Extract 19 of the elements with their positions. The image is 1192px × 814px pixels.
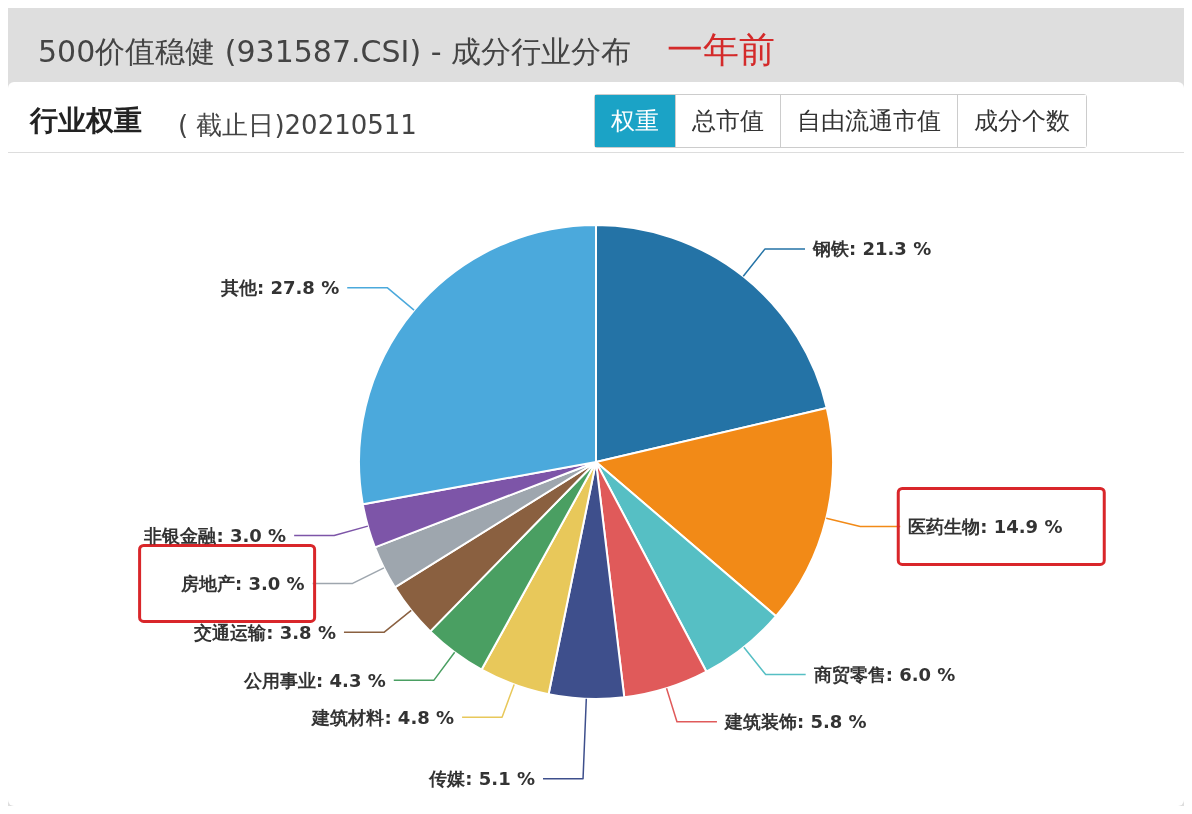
text: 自由流通市值 bbox=[780, 95, 957, 147]
slice-label: 房地产: 3.0 % bbox=[179, 572, 305, 594]
slice-label: 建筑装饰: 5.8 % bbox=[722, 711, 867, 733]
slice-label: 公用事业: 4.3 % bbox=[243, 669, 386, 691]
slice-label: 建筑材料: 4.8 % bbox=[310, 706, 455, 728]
slice-label: 医药生物: 14.9 % bbox=[908, 515, 1063, 537]
text: 成分个数 bbox=[957, 95, 1086, 147]
slice-label: 钢铁: 21.3 % bbox=[812, 238, 932, 260]
text: 一年前 bbox=[667, 29, 775, 70]
chart-subtitle: 行业权重 bbox=[30, 103, 142, 139]
slice-label: 传媒: 5.1 % bbox=[428, 768, 536, 790]
slice-label: 商贸零售: 6.0 % bbox=[812, 664, 956, 686]
slice-label: 其他: 27.8 % bbox=[220, 277, 340, 299]
chart-title: 500价值稳健 (931587.CSI) - 成分行业分布 bbox=[38, 34, 631, 69]
text: 权重 bbox=[595, 95, 675, 147]
text: ( 截止日)20210511 bbox=[178, 109, 417, 142]
text: 总市值 bbox=[675, 95, 780, 147]
slice-label: 交通运输: 3.8 % bbox=[193, 621, 336, 643]
slice-label: 非银金融: 3.0 % bbox=[143, 525, 287, 547]
